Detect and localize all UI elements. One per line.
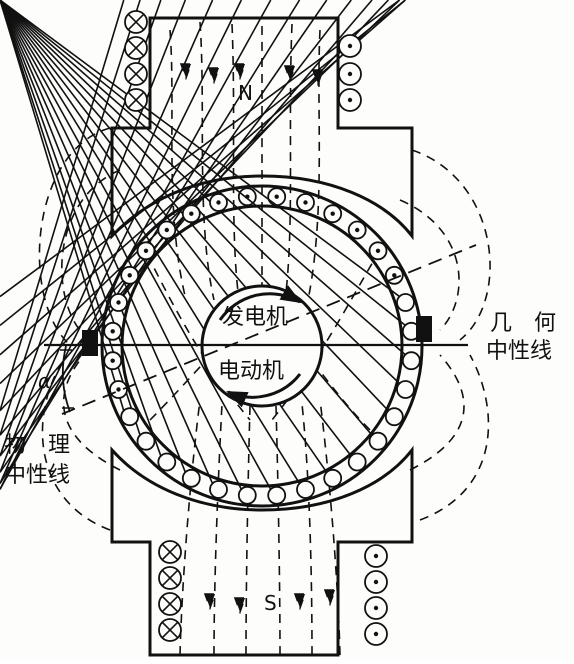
conductor-out-icon <box>296 193 315 212</box>
conductor-in-icon <box>0 0 421 341</box>
conductor-in-icon <box>0 0 415 312</box>
north-pole-piece <box>110 16 414 241</box>
conductor-out-icon <box>181 204 201 224</box>
conductor-out-icon <box>157 220 177 240</box>
field-line <box>245 405 251 656</box>
coil-in-icon <box>124 36 148 60</box>
field-line <box>301 403 313 656</box>
conductor-in-icon <box>0 0 287 505</box>
conductor-out-icon <box>237 187 257 207</box>
conductor-in-icon <box>0 0 315 499</box>
coil-out-icon <box>364 622 388 646</box>
coil-in-icon <box>124 10 148 34</box>
coil-out-icon <box>338 34 362 58</box>
field-line <box>411 149 491 341</box>
conductor-out-icon <box>120 265 140 285</box>
field-line <box>399 199 460 331</box>
coil-out-icon <box>364 544 388 568</box>
conductor-out-icon <box>347 220 367 240</box>
field-line <box>285 23 293 293</box>
coil-in-icon <box>124 88 148 112</box>
physical-neutral-label-line2: 中性线 <box>4 463 70 488</box>
flux-arrow-icon <box>323 589 337 607</box>
conductor-in-icon <box>0 0 201 488</box>
flux-arrow-icon <box>207 67 221 85</box>
conductor-out-icon <box>323 204 343 224</box>
coil-in-icon <box>158 592 182 616</box>
conductor-in-icon <box>0 0 140 427</box>
physical-neutral-label-line1: 物 理 <box>4 433 70 458</box>
field-line <box>169 29 187 301</box>
field-line <box>199 21 215 301</box>
motor-label: 电动机 <box>218 359 284 384</box>
field-line <box>179 399 201 656</box>
south-pole-label: S <box>264 591 277 615</box>
conductor-in-icon <box>0 0 257 505</box>
flux-arrow-icon <box>293 593 307 611</box>
field-line <box>307 29 321 301</box>
conductor-out-icon <box>103 351 123 371</box>
alpha-angle-arc <box>61 345 71 413</box>
field-line <box>38 127 111 346</box>
field-line <box>231 23 239 293</box>
flux-arrow-icon <box>203 593 217 611</box>
field-line <box>271 249 381 421</box>
coil-out-icon <box>364 570 388 594</box>
generator-label: 发电机 <box>222 305 288 330</box>
field-line <box>409 354 465 471</box>
right-brush <box>416 316 432 342</box>
conductor-in-icon <box>0 0 415 399</box>
flux-arrow-icon <box>283 65 297 83</box>
coil-out-icon <box>364 596 388 620</box>
geometric-neutral-label-line1: 几 何 <box>490 311 556 336</box>
field-line <box>62 359 121 471</box>
coil-out-icon <box>338 88 362 112</box>
alpha-label: α <box>38 369 51 393</box>
field-line <box>275 405 281 656</box>
north-pole-label: N <box>238 81 253 105</box>
flux-arrow-icon <box>233 63 247 81</box>
conductor-out-icon <box>109 380 128 399</box>
field-winding-coils <box>124 10 388 646</box>
flux-arrow-icon <box>179 63 193 81</box>
coil-in-icon <box>158 540 182 564</box>
conductor-out-icon <box>103 321 123 341</box>
field-line <box>319 399 341 656</box>
conductor-out-icon <box>209 193 228 212</box>
conductor-in-icon <box>0 0 228 499</box>
coil-in-icon <box>124 62 148 86</box>
conductor-out-icon <box>368 241 388 261</box>
conductor-out-icon <box>136 241 156 261</box>
motor-rotation-arrow <box>226 373 302 408</box>
physical-neutral-line <box>61 244 477 415</box>
field-line <box>419 354 490 521</box>
coil-in-icon <box>158 618 182 642</box>
left-brush <box>82 330 98 356</box>
flux-arrow-icon <box>233 597 247 615</box>
conductor-out-icon <box>267 187 287 207</box>
south-pole-piece <box>110 445 414 657</box>
geometric-neutral-label-line2: 中性线 <box>486 339 552 364</box>
conductor-out-icon <box>109 293 128 312</box>
generator-rotation-arrow <box>218 285 302 321</box>
coil-out-icon <box>338 62 362 86</box>
coil-in-icon <box>158 566 182 590</box>
